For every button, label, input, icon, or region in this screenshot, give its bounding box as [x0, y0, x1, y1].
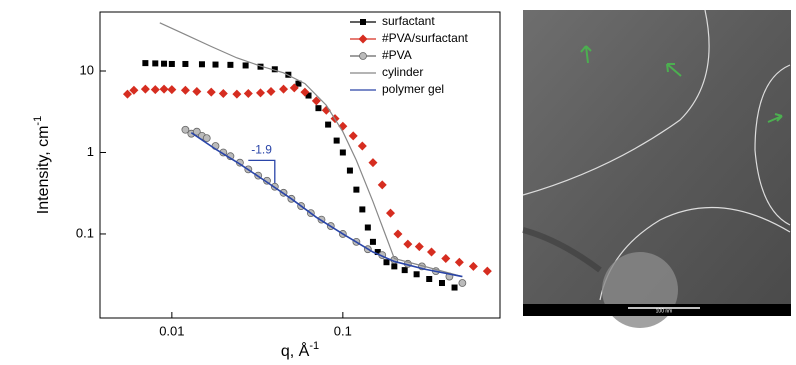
legend-label: cylinder: [382, 65, 423, 79]
marker-diamond: [403, 239, 413, 249]
marker-square: [333, 137, 340, 144]
marker-diamond: [159, 84, 169, 94]
marker-square: [438, 280, 445, 287]
marker-square: [364, 224, 371, 231]
marker-diamond: [218, 88, 228, 98]
slope-triangle: [248, 159, 276, 184]
marker-square: [242, 62, 249, 69]
marker-square: [426, 276, 433, 283]
marker-square: [212, 61, 219, 68]
marker-square: [325, 121, 332, 128]
y-tick-label: 0.1: [76, 225, 94, 240]
marker-diamond: [243, 88, 253, 98]
marker-diamond: [414, 242, 424, 252]
marker-diamond: [289, 83, 299, 93]
marker-diamond: [348, 131, 358, 141]
marker-square: [353, 186, 360, 193]
y-axis-label: Intensity, cm-1: [32, 116, 52, 214]
marker-diamond: [180, 85, 190, 95]
marker-diamond: [357, 141, 367, 151]
plot-area: [122, 22, 492, 291]
marker-diamond: [358, 34, 368, 44]
marker-diamond: [482, 266, 492, 276]
marker-square: [182, 60, 189, 67]
marker-diamond: [386, 208, 396, 218]
marker-diamond: [129, 85, 139, 95]
plot-frame: [99, 11, 501, 319]
marker-square: [369, 238, 376, 245]
marker-square: [391, 263, 398, 270]
marker-diamond: [206, 87, 216, 97]
marker-square: [315, 105, 322, 112]
marker-square: [227, 61, 234, 68]
marker-square: [374, 249, 381, 256]
series-line: [190, 132, 463, 278]
marker-square: [142, 60, 149, 67]
x-label-text: q, Å: [281, 341, 310, 360]
marker-square: [152, 60, 159, 67]
marker-circle: [192, 127, 201, 136]
marker-square: [359, 206, 366, 213]
marker-circle: [202, 134, 211, 143]
marker-square: [346, 167, 353, 174]
marker-diamond: [427, 247, 437, 257]
marker-diamond: [311, 96, 321, 106]
marker-square: [161, 60, 168, 67]
micrograph: 100 nm: [522, 9, 791, 328]
legend-label: #PVA/surfactant: [382, 31, 468, 45]
marker-square: [383, 259, 390, 266]
y-label-text: Intensity, cm: [35, 126, 52, 215]
marker-diamond: [266, 87, 276, 97]
x-tick-label: 0.01: [159, 323, 184, 338]
y-tick-label: 10: [80, 62, 94, 77]
marker-square: [413, 271, 420, 278]
marker-square: [360, 19, 366, 25]
marker-diamond: [454, 257, 464, 267]
marker-diamond: [368, 158, 378, 168]
marker-circle: [458, 279, 467, 287]
y-label-sup: -1: [32, 116, 44, 126]
marker-diamond: [192, 87, 202, 97]
marker-diamond: [300, 87, 310, 97]
marker-diamond: [150, 85, 160, 95]
marker-circle: [359, 52, 367, 60]
x-tick-label: 0.1: [334, 323, 352, 338]
marker-circle: [181, 125, 190, 134]
x-label-sup: -1: [309, 340, 319, 352]
marker-diamond: [441, 253, 451, 263]
marker-square: [401, 267, 408, 274]
marker-square: [168, 60, 175, 67]
marker-diamond: [232, 89, 242, 99]
marker-diamond: [140, 84, 150, 94]
marker-diamond: [167, 85, 177, 95]
x-axis-label: q, Å-1: [281, 340, 319, 360]
legend-label: surfactant: [382, 14, 435, 28]
annotation: -1.9: [251, 143, 272, 157]
y-tick-label: 1: [87, 144, 94, 159]
marker-square: [451, 284, 458, 291]
marker-square: [305, 92, 312, 99]
series-line: [159, 22, 463, 278]
marker-diamond: [468, 261, 478, 271]
marker-diamond: [393, 229, 403, 239]
marker-square: [339, 149, 346, 156]
marker-diamond: [256, 88, 266, 98]
scale-bar-label: 100 nm: [656, 308, 673, 314]
marker-square: [271, 66, 278, 73]
marker-diamond: [279, 84, 289, 94]
marker-diamond: [377, 180, 387, 190]
marker-square: [295, 80, 302, 87]
marker-diamond: [122, 89, 132, 99]
legend-label: polymer gel: [382, 82, 444, 96]
legend-label: #PVA: [382, 48, 412, 62]
marker-square: [198, 61, 205, 68]
